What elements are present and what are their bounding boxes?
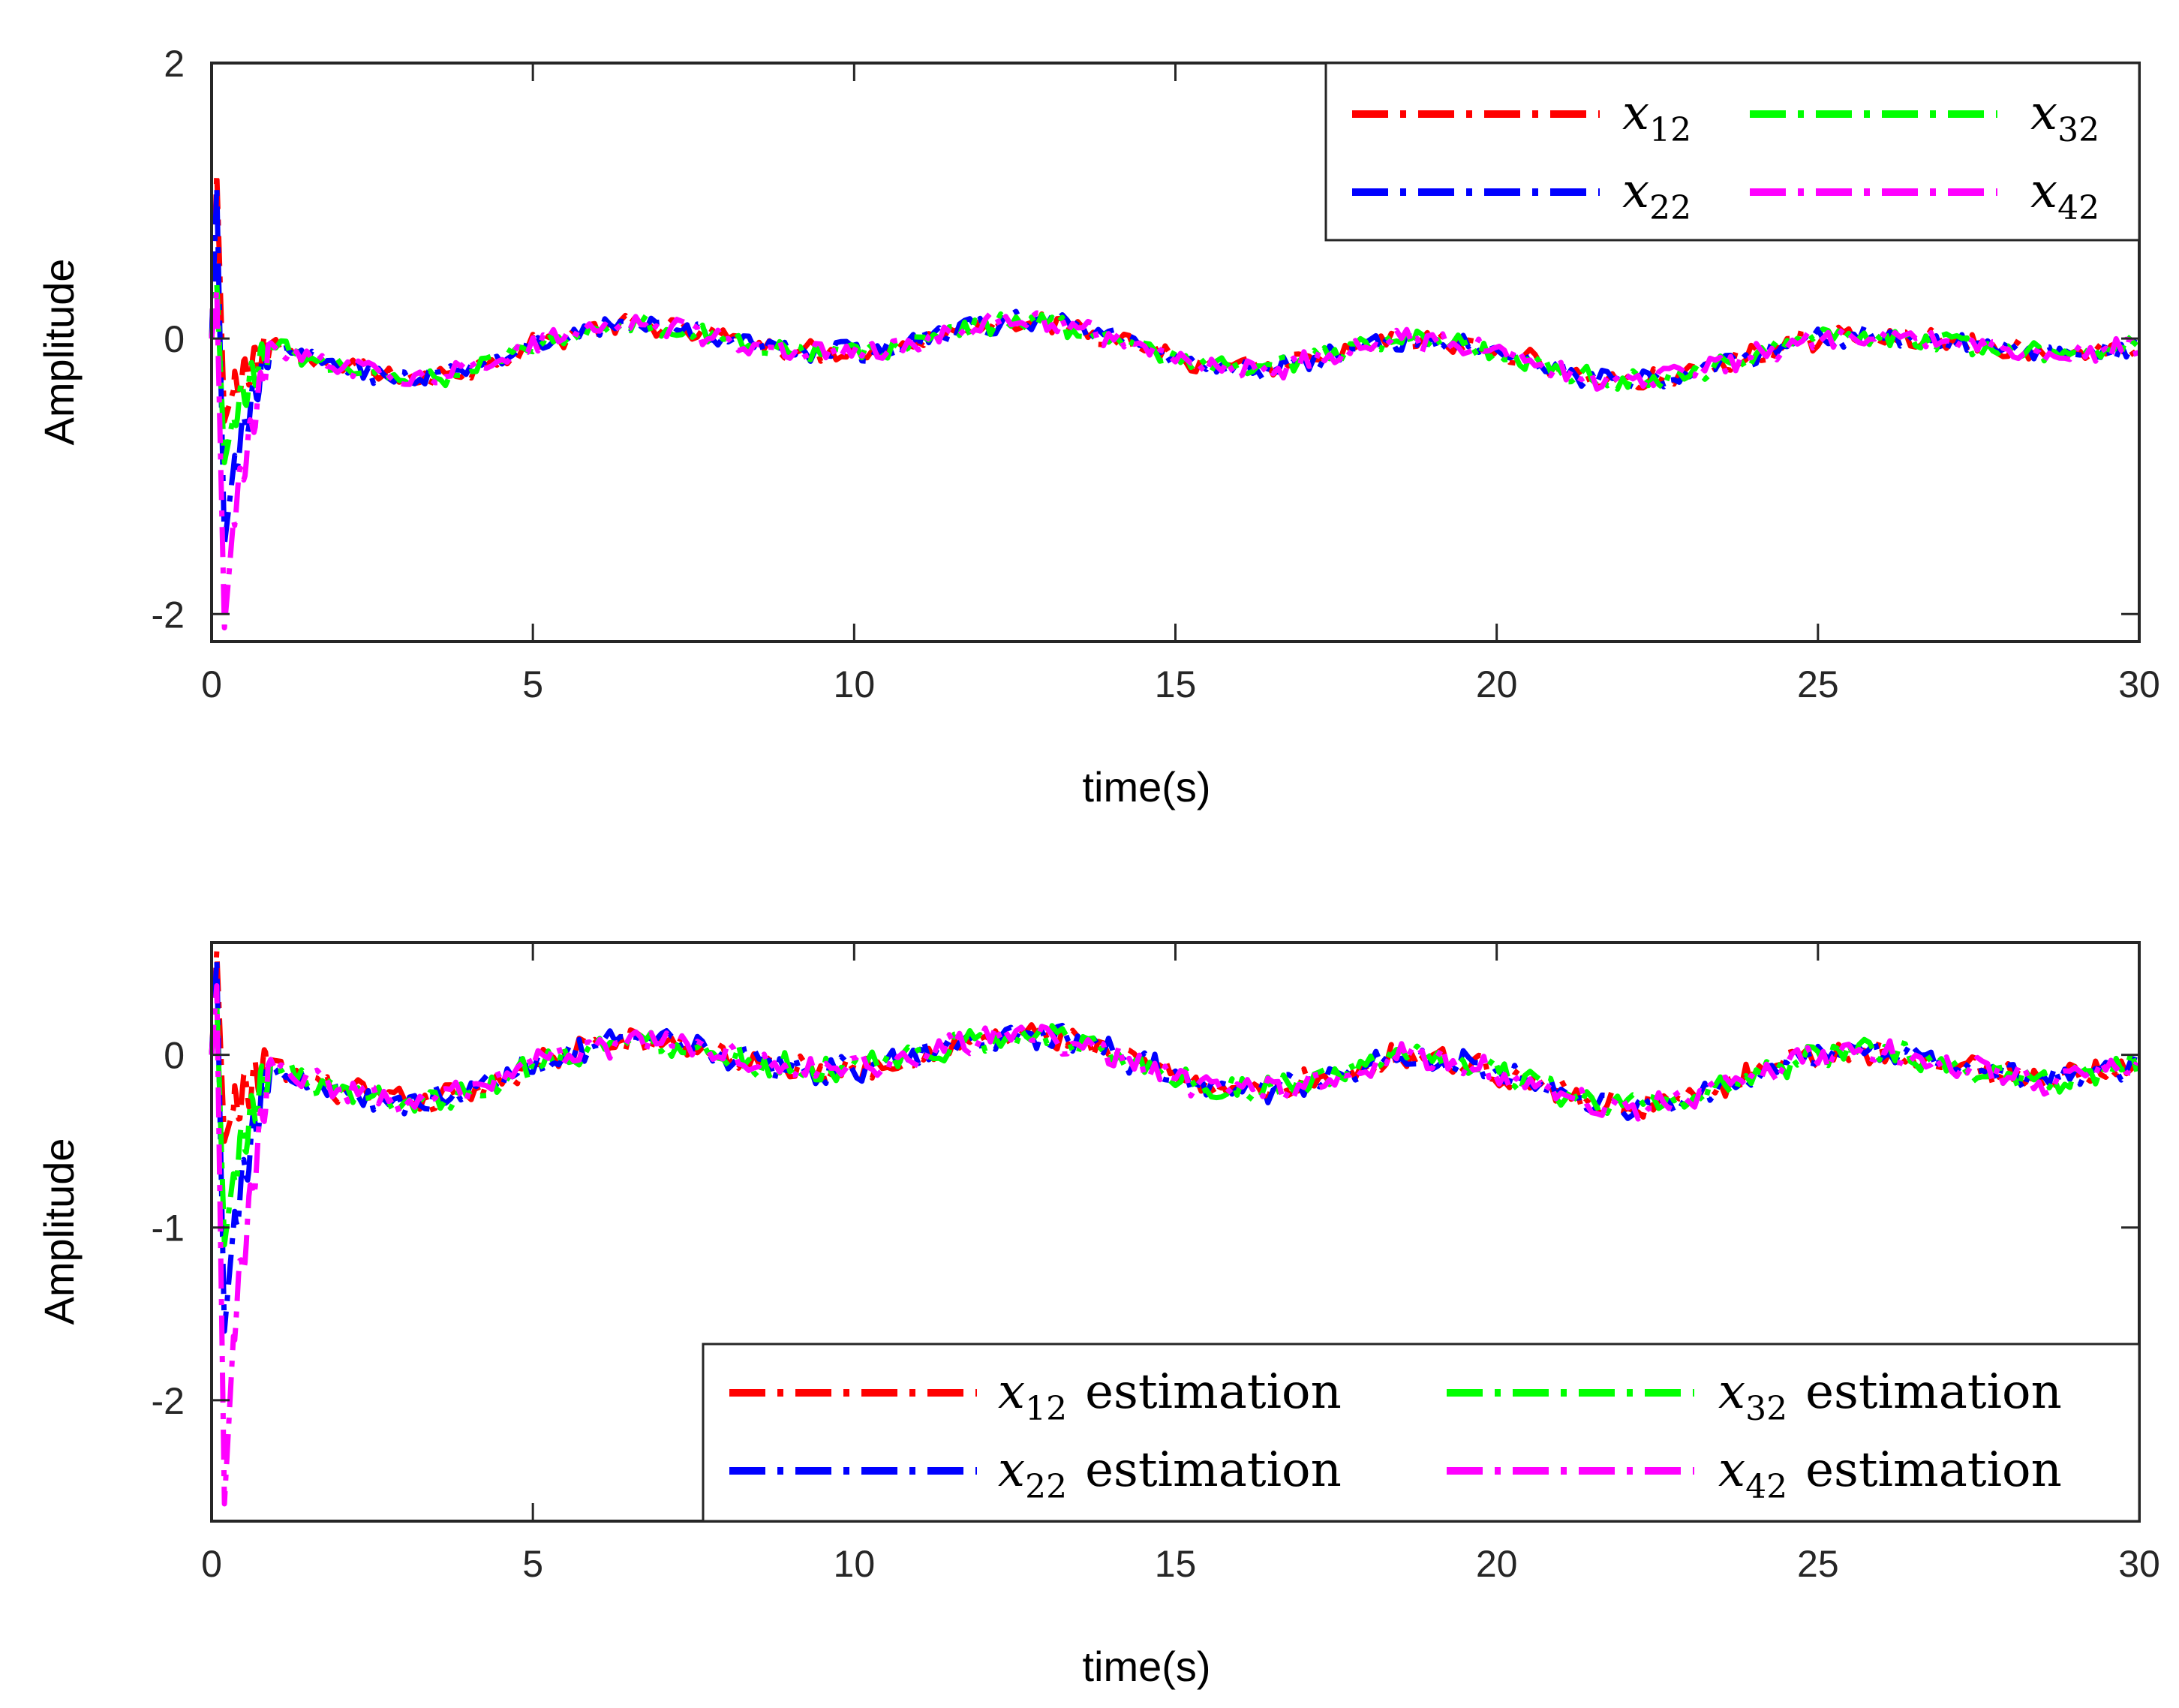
chart-top-xtick-label: 30 bbox=[2118, 663, 2160, 705]
chart-bottom-ytick-label: 0 bbox=[164, 1035, 185, 1077]
chart-top-ytick-label: -2 bbox=[152, 594, 185, 636]
chart-top-plot-lines bbox=[209, 170, 2139, 631]
chart-bottom-ylabel: Amplitude bbox=[35, 1138, 83, 1325]
chart-bottom-legend-box bbox=[702, 1343, 2141, 1523]
chart-bottom-xtick-label: 15 bbox=[1155, 1543, 1197, 1585]
chart-bottom-xtick-label: 20 bbox=[1476, 1543, 1518, 1585]
legend-item-x42-estimation: x42 estimation bbox=[1447, 1442, 2062, 1506]
chart-top-xlabel: time(s) bbox=[1082, 763, 1210, 810]
chart-top-xtick-label: 15 bbox=[1155, 663, 1197, 705]
chart-bottom-series-x32 bbox=[209, 1000, 2139, 1248]
chart-bottom-ticks: 0 5 10 15 20 25 30 -2 -1 0 bbox=[152, 943, 2160, 1585]
chart-top-xtick-label: 0 bbox=[201, 663, 222, 705]
legend-item-x42: x42 bbox=[1750, 164, 2099, 227]
chart-bottom-xtick-label: 10 bbox=[834, 1543, 876, 1585]
legend-item-x22-estimation: x22 estimation bbox=[729, 1442, 1342, 1506]
chart-top-ticks: 0 5 10 15 20 25 30 -2 0 2 bbox=[152, 43, 2160, 705]
legend-label-x42: x42 bbox=[2030, 164, 2099, 227]
legend-label-x12: x12 bbox=[1622, 86, 1691, 149]
legend-item-x32: x32 bbox=[1750, 86, 2099, 149]
chart-bottom-series-x42 bbox=[209, 983, 2139, 1507]
chart-top-ylabel: Amplitude bbox=[35, 258, 83, 445]
legend-label-x22: x22 bbox=[1622, 164, 1691, 227]
chart-top: 0 5 10 15 20 25 30 -2 0 2 time(s) Amplitude x12 x… bbox=[35, 43, 2160, 810]
chart-top-xtick-label: 20 bbox=[1476, 663, 1518, 705]
legend-item-x22: x22 bbox=[1352, 164, 1691, 227]
chart-top-xtick-label: 25 bbox=[1797, 663, 1839, 705]
chart-bottom-xlabel: time(s) bbox=[1082, 1643, 1210, 1690]
legend-item-x12-estimation: x12 estimation bbox=[729, 1364, 1342, 1428]
chart-bottom-xtick-label: 0 bbox=[201, 1543, 222, 1585]
chart-top-legend: x12 x22 x32 x42 bbox=[1324, 62, 2141, 242]
chart-top-legend-box bbox=[1324, 62, 2141, 242]
chart-top-series-x42 bbox=[209, 287, 2139, 631]
chart-bottom-xtick-label: 25 bbox=[1797, 1543, 1839, 1585]
legend-label-x32: x32 bbox=[2030, 86, 2099, 149]
chart-bottom-ytick-label: -2 bbox=[152, 1380, 185, 1422]
legend-label-x32-estimation: x32 estimation bbox=[1718, 1364, 2062, 1428]
chart-top-ytick-label: 0 bbox=[164, 318, 185, 360]
chart-bottom-plot-lines bbox=[209, 949, 2139, 1507]
chart-bottom-xtick-label: 5 bbox=[522, 1543, 543, 1585]
chart-bottom: 0 5 10 15 20 25 30 -2 -1 0 time(s) Amplitude x12 e… bbox=[35, 941, 2160, 1690]
legend-item-x32-estimation: x32 estimation bbox=[1447, 1364, 2062, 1428]
chart-top-xtick-label: 5 bbox=[522, 663, 543, 705]
legend-label-x42-estimation: x42 estimation bbox=[1718, 1442, 2062, 1506]
chart-bottom-series-x12 bbox=[209, 949, 2139, 1144]
chart-bottom-ytick-label: -1 bbox=[152, 1207, 185, 1249]
chart-bottom-xtick-label: 30 bbox=[2118, 1543, 2160, 1585]
chart-bottom-legend: x12 estimation x22 estimation x32 estimatio… bbox=[702, 1343, 2141, 1523]
legend-label-x22-estimation: x22 estimation bbox=[998, 1442, 1342, 1506]
chart-top-ytick-label: 2 bbox=[164, 43, 185, 85]
legend-item-x12: x12 bbox=[1352, 86, 1691, 149]
chart-top-xtick-label: 10 bbox=[834, 663, 876, 705]
chart-bottom-series-x22 bbox=[209, 957, 2138, 1334]
legend-label-x12-estimation: x12 estimation bbox=[998, 1364, 1342, 1428]
chart-top-series-x32 bbox=[209, 281, 2138, 465]
